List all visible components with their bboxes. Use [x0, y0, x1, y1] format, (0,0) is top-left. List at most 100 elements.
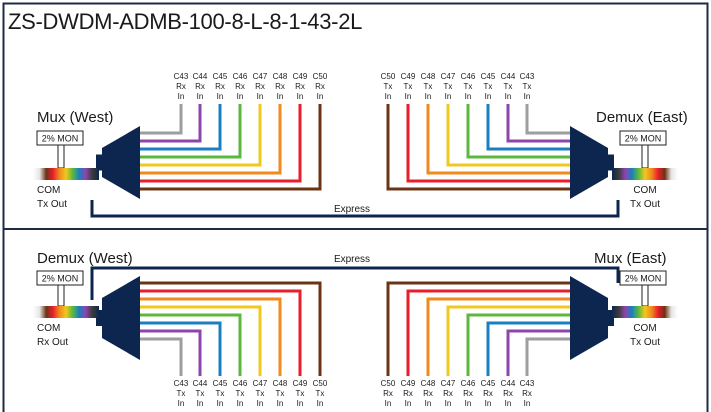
top-left-fiber-c49 [135, 104, 302, 183]
port-direction-label: Tx [296, 389, 305, 398]
port-channel-label: C44 [193, 72, 208, 81]
port-io-label: In [217, 92, 224, 101]
top-left-monitor-box-label: 2% MON [42, 134, 79, 144]
port-io-label: In [277, 399, 284, 408]
top-right-block-label: Demux (East) [596, 109, 688, 126]
top-express-line [90, 200, 620, 218]
port-channel-label: C50 [381, 72, 396, 81]
port-channel-label: C48 [421, 379, 436, 388]
bottom-left-fiber-c50 [135, 281, 322, 376]
top-left-mux-block-port [96, 154, 102, 171]
bottom-right-monitor-lead [641, 285, 649, 307]
top-left-fiber-c50 [135, 104, 322, 191]
port-channel-label: C49 [401, 379, 416, 388]
port-direction-label: Tx [424, 82, 433, 91]
bottom-express-label: Express [334, 254, 370, 265]
port-direction-label: Tx [316, 389, 325, 398]
bottom-left-demux-block [102, 276, 140, 360]
top-right-mux-block-port [608, 154, 614, 171]
port-channel-label: C44 [501, 379, 516, 388]
bottom-left-fiber-c48 [135, 297, 282, 376]
top-right-fiber-c45 [486, 104, 576, 151]
port-channel-label: C49 [293, 379, 308, 388]
top-right-fiber-c50 [386, 104, 576, 191]
port-channel-label: C47 [441, 72, 456, 81]
bottom-right-block-label: Mux (East) [594, 250, 667, 267]
port-channel-label: C44 [501, 72, 516, 81]
top-left-monitor-box [36, 130, 84, 146]
bottom-left-fiber-c47 [135, 305, 262, 376]
bottom-left-com-direction: Rx Out [37, 337, 68, 348]
port-channel-label: C45 [481, 379, 496, 388]
port-channel-label: C43 [520, 72, 535, 81]
port-channel-label: C48 [273, 379, 288, 388]
bottom-left-block-label: Demux (West) [37, 250, 133, 267]
port-channel-label: C46 [233, 379, 248, 388]
bottom-right-fiber-c48 [426, 297, 576, 376]
port-direction-label: Rx [235, 82, 245, 91]
top-left-fiber-c44 [135, 104, 202, 143]
bottom-left-monitor-lead [57, 285, 65, 307]
port-direction-label: Tx [256, 389, 265, 398]
bottom-right-monitor-box [619, 270, 667, 286]
bottom-left-fiber-c44 [135, 329, 202, 376]
bottom-right-fiber-c47 [446, 305, 576, 376]
port-direction-label: Rx [403, 389, 413, 398]
port-io-label: In [505, 399, 512, 408]
port-channel-label: C47 [253, 379, 268, 388]
port-channel-label: C45 [213, 379, 228, 388]
port-direction-label: Rx [443, 389, 453, 398]
port-channel-label: C43 [174, 72, 189, 81]
top-left-fiber-c48 [135, 104, 282, 175]
page-title: ZS-DWDM-ADMB-100-8-L-8-1-43-2L [8, 9, 363, 34]
port-direction-label: Rx [383, 389, 393, 398]
port-io-label: In [297, 399, 304, 408]
top-left-mux-block [102, 126, 140, 199]
bottom-right-fiber-c46 [466, 313, 576, 376]
port-channel-label: C48 [273, 72, 288, 81]
port-channel-label: C44 [193, 379, 208, 388]
port-io-label: In [217, 399, 224, 408]
bottom-right-fiber-c44 [506, 329, 576, 376]
top-right-fiber-c46 [466, 104, 576, 159]
port-channel-label: C45 [213, 72, 228, 81]
port-direction-label: Rx [503, 389, 513, 398]
port-io-label: In [257, 399, 264, 408]
port-channel-label: C47 [441, 379, 456, 388]
port-channel-label: C46 [461, 72, 476, 81]
port-direction-label: Rx [315, 82, 325, 91]
port-io-label: In [385, 399, 392, 408]
top-left-com-direction: Tx Out [37, 199, 67, 210]
port-channel-label: C50 [313, 72, 328, 81]
port-io-label: In [385, 92, 392, 101]
top-right-fiber-c49 [406, 104, 576, 183]
bottom-right-fiber-c43 [525, 337, 576, 376]
bottom-left-fiber-c46 [135, 313, 242, 376]
port-io-label: In [505, 92, 512, 101]
port-channel-label: C46 [461, 379, 476, 388]
port-channel-label: C45 [481, 72, 496, 81]
port-direction-label: Tx [504, 82, 513, 91]
top-left-fiber-c47 [135, 104, 262, 167]
port-direction-label: Tx [484, 82, 493, 91]
bottom-left-fiber-c43 [135, 337, 183, 376]
top-right-com-label: COM [633, 185, 656, 196]
top-right-monitor-box [619, 130, 667, 146]
port-io-label: In [524, 399, 531, 408]
